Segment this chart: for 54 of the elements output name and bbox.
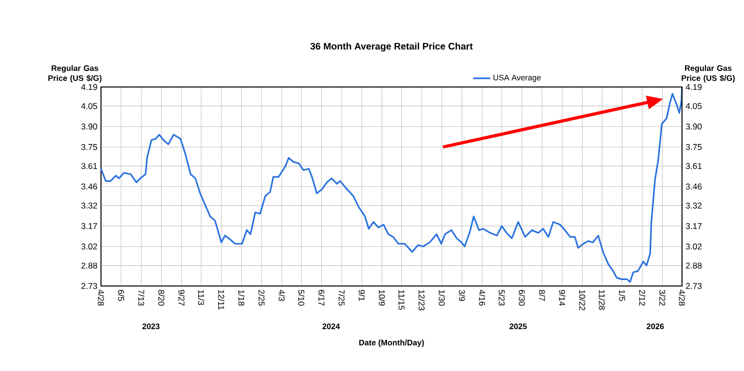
y2-tick-label: 3.90 <box>686 124 702 130</box>
x-tick-label: 2/25 <box>258 290 265 306</box>
y-tick-label: 3.17 <box>81 223 98 230</box>
y-tick-label: 3.90 <box>81 124 98 130</box>
x-tick-label: 2/12 <box>639 290 646 306</box>
x-tick-label: 7/13 <box>138 290 144 306</box>
y-tick-label: 3.32 <box>81 202 98 209</box>
y2-tick-label: 3.46 <box>686 184 702 190</box>
y2-tick-label: 2.88 <box>686 262 702 269</box>
x-tick-label: 9/1 <box>358 290 365 301</box>
x-tick-label: 7/25 <box>338 290 345 306</box>
x-tick-label: 11/28 <box>598 290 606 310</box>
x-tick-label: 10/22 <box>579 290 586 310</box>
x-tick-label: 6/30 <box>518 290 526 306</box>
x-tick-label: 4/28 <box>98 290 104 306</box>
y-tick-label: 3.02 <box>81 243 98 250</box>
x-tick-label: 9/14 <box>559 290 566 306</box>
x-tick-label: 6/17 <box>318 290 325 306</box>
x-tick-label: 4/3 <box>278 290 285 301</box>
y-tick-label: 3.75 <box>81 144 98 150</box>
y2-tick-label: 3.32 <box>686 202 702 209</box>
x-tick-label: 3/22 <box>659 290 666 306</box>
x-tick-label: 1/18 <box>238 290 245 306</box>
y-tick-label: 3.46 <box>81 184 98 190</box>
x-tick-label: 5/23 <box>498 290 505 306</box>
x-tick-label: 11/15 <box>398 290 405 310</box>
y2-tick-label: 3.75 <box>686 144 702 150</box>
y2-tick-label: 4.19 <box>686 84 702 90</box>
y2-tick-label: 3.17 <box>686 223 702 230</box>
y-tick-label: 4.05 <box>81 103 98 110</box>
x-tick-label: 12/11 <box>218 290 224 310</box>
x-tick-label: 3/9 <box>458 290 466 301</box>
y-tick-label: 2.73 <box>81 283 98 289</box>
y-tick-label: 3.61 <box>81 163 98 170</box>
x-tick-label: 5/10 <box>298 290 304 306</box>
x-tick-label: 1/5 <box>619 290 626 301</box>
y2-tick-label: 3.61 <box>686 163 702 170</box>
y-tick-label: 2.88 <box>81 262 98 269</box>
chart-title: 36 Month Average Retail Price Chart <box>310 42 473 52</box>
x-tick-label: 11/3 <box>198 290 204 306</box>
x-tick-label: 6/5 <box>118 290 124 301</box>
y2-tick-label: 4.05 <box>686 103 702 110</box>
x-tick-label: 4/28 <box>678 290 686 306</box>
x-tick-label: 4/16 <box>479 290 486 306</box>
y2-tick-label: 2.73 <box>686 283 702 289</box>
x-tick-label: 9/27 <box>178 290 185 306</box>
x-tick-label: 8/7 <box>538 290 546 301</box>
x-tick-label: 1/30 <box>438 290 445 306</box>
x-tick-label: 10/9 <box>378 290 386 306</box>
y-tick-label: 4.19 <box>81 84 98 90</box>
x-tick-label: 12/23 <box>418 290 425 310</box>
line-series <box>100 86 683 283</box>
x-tick-label: 8/20 <box>158 290 165 306</box>
y2-tick-label: 3.02 <box>686 243 702 250</box>
